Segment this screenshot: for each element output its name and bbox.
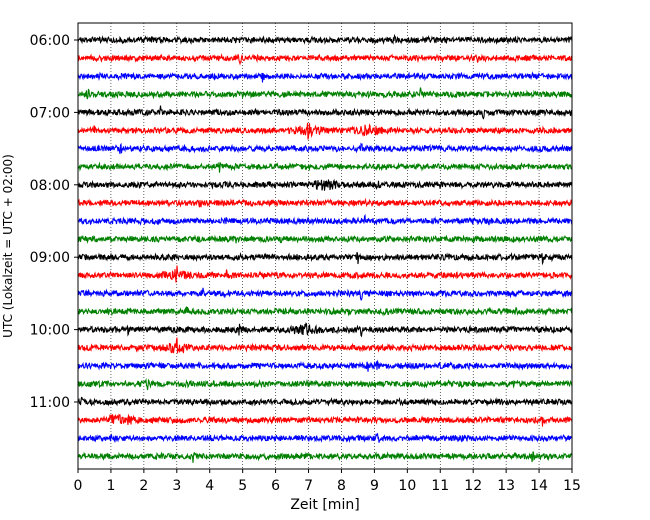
trace-row bbox=[77, 451, 573, 463]
trace-row bbox=[77, 337, 573, 354]
trace-row bbox=[77, 396, 573, 408]
x-axis-label: Zeit [min] bbox=[290, 497, 359, 513]
trace-row bbox=[77, 287, 573, 301]
x-tick-label: 10 bbox=[398, 478, 416, 494]
trace-row bbox=[77, 178, 573, 191]
x-tick-label: 7 bbox=[304, 478, 313, 494]
x-tick-label: 8 bbox=[337, 478, 346, 494]
x-tick-label: 9 bbox=[370, 478, 379, 494]
y-tick-label: 08:00 bbox=[30, 178, 70, 194]
trace-row bbox=[77, 105, 573, 120]
x-tick-label: 3 bbox=[172, 478, 181, 494]
trace-row bbox=[77, 306, 573, 317]
trace-row bbox=[77, 142, 573, 154]
trace-row bbox=[77, 377, 573, 391]
grid-lines bbox=[110, 23, 540, 469]
y-tick-label: 09:00 bbox=[30, 250, 70, 266]
y-axis-label: UTC (Lokalzeit = UTC + 02:00) bbox=[1, 154, 15, 338]
trace-row bbox=[77, 71, 573, 83]
trace-row bbox=[77, 87, 573, 100]
trace-row bbox=[77, 234, 573, 245]
x-tick-label: 2 bbox=[139, 478, 148, 494]
x-tick-label: 1 bbox=[106, 478, 115, 494]
y-tick-label: 11:00 bbox=[30, 395, 70, 411]
x-tick-label: 5 bbox=[238, 478, 247, 494]
x-tick-label: 0 bbox=[74, 478, 83, 494]
x-tick-label: 4 bbox=[205, 478, 214, 494]
x-tick-label: 13 bbox=[497, 478, 515, 494]
trace-row bbox=[77, 122, 573, 140]
y-axis: 06:00 07:00 08:00 09:00 10:00 11:00 bbox=[30, 33, 78, 411]
trace-row bbox=[77, 322, 573, 338]
x-axis: 0 1 2 3 4 5 6 7 8 9 10 11 12 13 14 15 bbox=[74, 469, 581, 494]
trace-row bbox=[77, 413, 573, 427]
x-tick-label: 14 bbox=[530, 478, 548, 494]
trace-row bbox=[77, 52, 573, 66]
y-tick-label: 06:00 bbox=[30, 33, 70, 49]
y-tick-label: 07:00 bbox=[30, 105, 70, 121]
trace-row bbox=[77, 161, 573, 173]
trace-row bbox=[77, 251, 573, 266]
x-tick-label: 6 bbox=[271, 478, 280, 494]
x-tick-label: 11 bbox=[431, 478, 449, 494]
y-tick-label: 10:00 bbox=[30, 323, 70, 339]
trace-row bbox=[77, 433, 573, 443]
trace-row bbox=[77, 359, 573, 372]
x-tick-label: 15 bbox=[563, 478, 581, 494]
trace-row bbox=[77, 265, 573, 283]
plot-frame bbox=[77, 22, 573, 470]
x-tick-label: 12 bbox=[464, 478, 482, 494]
trace-row bbox=[77, 197, 573, 208]
seismic-traces bbox=[77, 33, 573, 463]
trace-row bbox=[77, 213, 573, 226]
trace-row bbox=[77, 33, 573, 45]
